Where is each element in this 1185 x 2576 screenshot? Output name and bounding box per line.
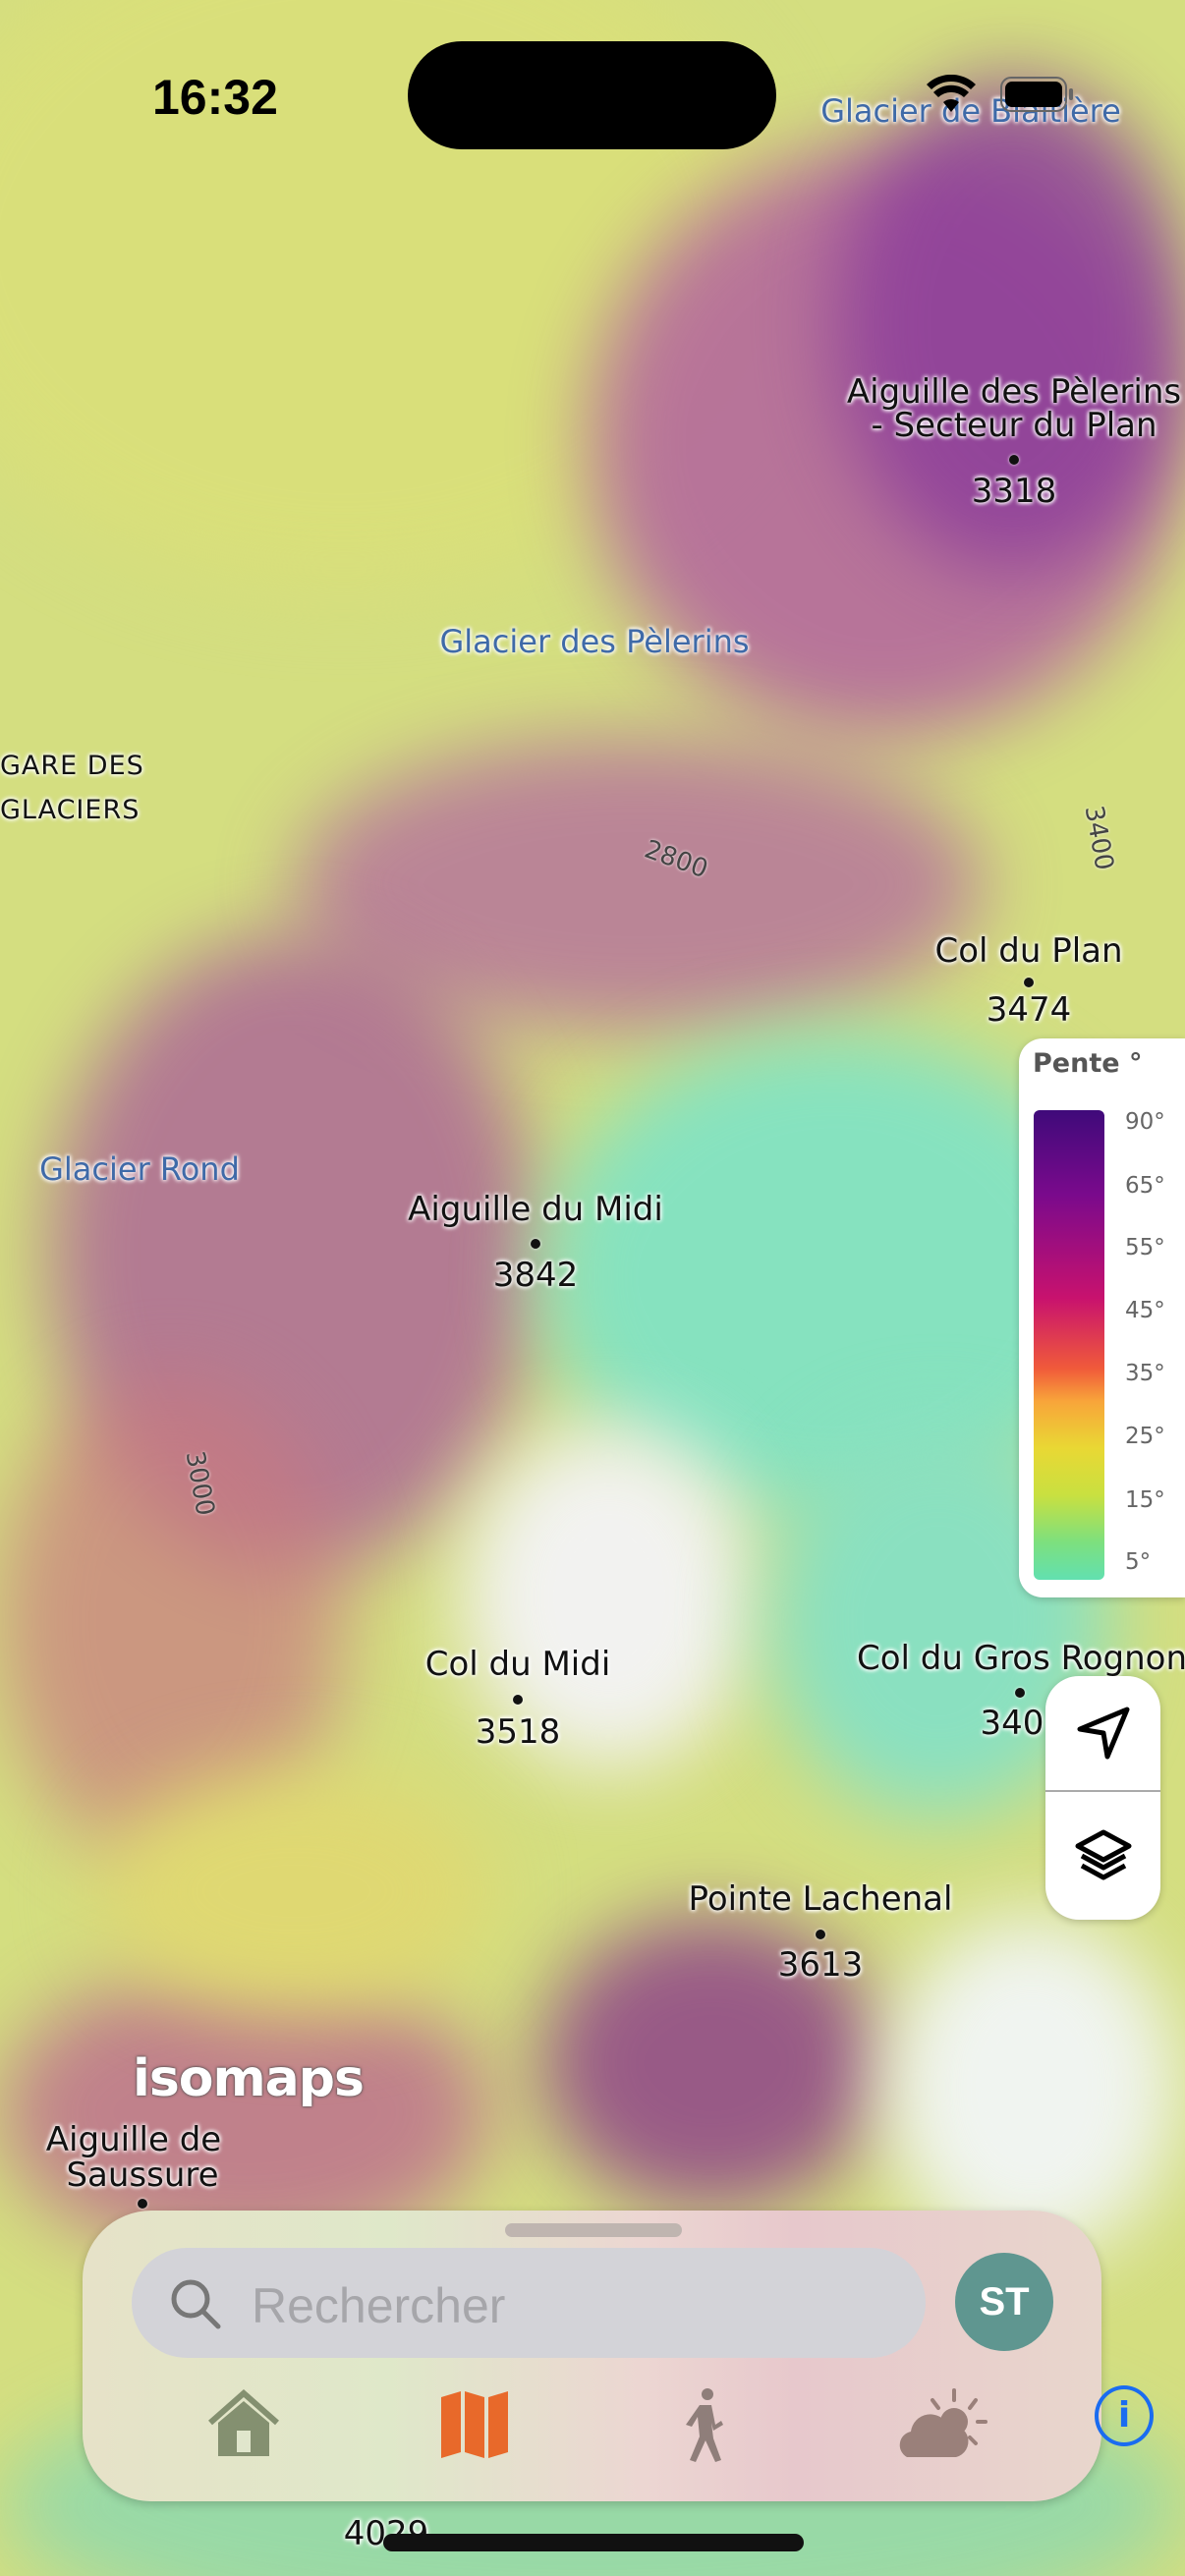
tab-map[interactable] [425,2376,524,2474]
peak-label: Col du Gros Rognon [856,1639,1185,1678]
peak-marker[interactable] [513,1695,523,1705]
peak-marker[interactable] [1009,455,1019,465]
map-controls [1045,1676,1160,1920]
tab-home[interactable] [195,2376,293,2474]
peak-marker[interactable] [138,2199,147,2209]
water-label: Glacier des Pèlerins [439,623,750,660]
peak-label: Aiguille de [45,2120,222,2159]
peak-marker[interactable] [1024,978,1034,987]
peak-marker[interactable] [531,1239,540,1249]
peak-label: Saussure [66,2156,219,2195]
legend-tick: 35° [1125,1361,1165,1386]
avatar[interactable]: ST [955,2253,1053,2351]
tab-hiking[interactable] [657,2376,756,2474]
peak-elevation: 3613 [777,1945,864,1985]
layers-button[interactable] [1045,1792,1160,1920]
wifi-icon [927,75,976,112]
slope-legend: Pente ° 90° 65° 55° 45° 35° 25° 15° 5° [1019,1038,1185,1597]
home-indicator [383,2534,804,2551]
peak-marker[interactable] [1015,1688,1025,1698]
peak-elevation: 340 [980,1704,1044,1743]
divider [1045,1790,1160,1792]
isomaps-logo: isomaps [133,2049,365,2108]
area-label: GLACIERS [0,795,141,825]
battery-icon [1000,77,1073,112]
peak-elevation: 3842 [492,1256,579,1295]
tab-weather[interactable] [891,2376,989,2474]
legend-tick: 90° [1125,1109,1165,1135]
map-icon [441,2391,508,2458]
legend-tick: 15° [1125,1487,1165,1513]
peak-elevation: 3518 [475,1712,561,1752]
search-placeholder: Rechercher [252,2278,506,2333]
peak-label: Aiguille du Midi [408,1190,663,1229]
legend-color-bar [1034,1110,1104,1580]
peak-label: Pointe Lachenal [688,1879,953,1919]
status-time: 16:32 [152,70,278,125]
peak-elevation: 3474 [986,990,1072,1030]
legend-tick: 45° [1125,1298,1165,1323]
location-arrow-icon [1077,1707,1129,1760]
peak-label: Col du Midi [424,1645,611,1684]
area-label: GARE DES [0,751,144,781]
info-button[interactable]: i [1095,2385,1154,2446]
bottom-panel: Rechercher ST [83,2211,1101,2501]
peak-elevation: 3318 [971,472,1057,511]
contour-label: 3400 [1078,803,1119,873]
peak-marker[interactable] [816,1930,825,1939]
house-icon [208,2389,279,2456]
water-label: Glacier Rond [39,1150,240,1188]
search-input[interactable]: Rechercher [132,2248,926,2358]
peak-label: Col du Plan [934,931,1123,971]
legend-tick: 65° [1125,1173,1165,1199]
walking-person-icon [686,2388,723,2462]
legend-title: Pente ° [1033,1048,1143,1079]
legend-tick: 55° [1125,1235,1165,1260]
dynamic-island [408,41,776,149]
drag-handle[interactable] [505,2223,682,2237]
legend-tick: 5° [1125,1549,1152,1575]
legend-tick: 25° [1125,1424,1165,1449]
search-icon [171,2279,221,2329]
cloud-sun-icon [899,2388,988,2457]
locate-button[interactable] [1045,1676,1160,1790]
peak-label: Aiguille des Pèlerins [846,372,1182,412]
peak-label: - Secteur du Plan [871,406,1157,445]
layers-icon [1075,1829,1131,1880]
